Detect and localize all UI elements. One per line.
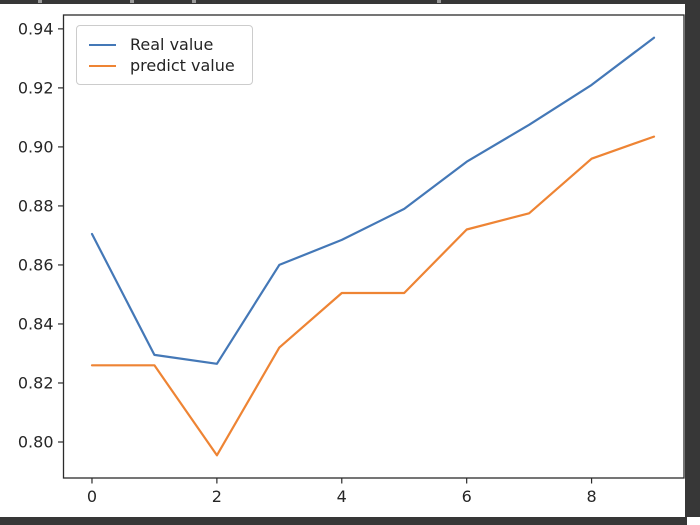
x-tick-label: 2 xyxy=(212,487,222,506)
series-line-0 xyxy=(90,36,656,365)
legend: Real value predict value xyxy=(76,25,253,85)
y-tick-label: 0.82 xyxy=(18,373,54,392)
series-line-1 xyxy=(90,135,656,457)
window-chrome-top xyxy=(0,0,685,4)
axes-frame xyxy=(62,14,685,479)
y-tick-label: 0.92 xyxy=(18,78,54,97)
x-tick-label: 0 xyxy=(87,487,97,506)
window-chrome-right xyxy=(685,0,700,517)
legend-item-real-value: Real value xyxy=(89,34,240,55)
chrome-artifact-mark xyxy=(192,0,196,3)
x-tick-label: 8 xyxy=(586,487,596,506)
legend-item-predict-value: predict value xyxy=(89,55,240,76)
chrome-artifact-mark xyxy=(130,0,134,3)
y-tick-label: 0.90 xyxy=(18,137,54,156)
legend-label: Real value xyxy=(130,34,214,54)
legend-line-sample-real xyxy=(89,43,116,46)
y-tick-label: 0.88 xyxy=(18,196,54,215)
window-chrome-bottom xyxy=(0,517,687,525)
y-tick-label: 0.84 xyxy=(18,314,54,333)
x-tick-label: 4 xyxy=(337,487,347,506)
chrome-artifact-mark xyxy=(38,0,42,3)
legend-line-sample-predict xyxy=(89,64,116,67)
y-tick-label: 0.86 xyxy=(18,255,54,274)
y-tick-label: 0.80 xyxy=(18,432,54,451)
x-tick-label: 6 xyxy=(462,487,472,506)
y-tick-label: 0.94 xyxy=(18,19,54,38)
legend-label: predict value xyxy=(130,55,235,75)
chrome-artifact-mark xyxy=(437,0,441,3)
